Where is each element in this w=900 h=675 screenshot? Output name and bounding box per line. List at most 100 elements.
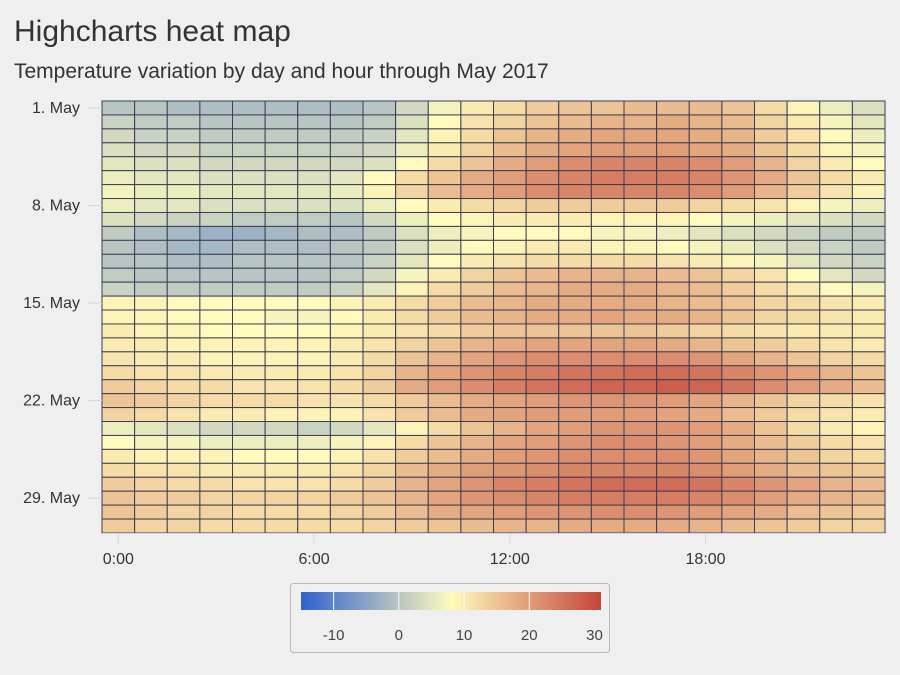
heatmap-cell[interactable] xyxy=(362,281,397,297)
heatmap-cell[interactable] xyxy=(362,170,397,186)
heatmap-cell[interactable] xyxy=(493,379,527,395)
heatmap-cell[interactable] xyxy=(819,295,853,311)
heatmap-cell[interactable] xyxy=(590,448,625,464)
heatmap-cell[interactable] xyxy=(427,309,462,325)
heatmap-cell[interactable] xyxy=(427,448,462,464)
heatmap-cell[interactable] xyxy=(590,142,625,158)
heatmap-cell[interactable] xyxy=(264,490,299,506)
heatmap-cell[interactable] xyxy=(101,518,136,534)
heatmap-cell[interactable] xyxy=(590,421,625,436)
heatmap-cell[interactable] xyxy=(427,393,462,409)
heatmap-cell[interactable] xyxy=(623,225,658,241)
heatmap-cell[interactable] xyxy=(329,337,364,353)
heatmap-cell[interactable] xyxy=(101,239,136,255)
heatmap-cell[interactable] xyxy=(525,156,560,172)
heatmap-cell[interactable] xyxy=(525,114,560,130)
heatmap-cell[interactable] xyxy=(558,128,592,144)
heatmap-cell[interactable] xyxy=(427,504,462,520)
heatmap-cell[interactable] xyxy=(721,267,756,283)
heatmap-cell[interactable] xyxy=(329,281,364,297)
heatmap-cell[interactable] xyxy=(395,309,429,325)
heatmap-cell[interactable] xyxy=(819,211,853,227)
heatmap-cell[interactable] xyxy=(623,504,658,520)
heatmap-cell[interactable] xyxy=(134,114,168,130)
heatmap-cell[interactable] xyxy=(721,407,756,423)
heatmap-cell[interactable] xyxy=(721,518,756,534)
heatmap-cell[interactable] xyxy=(101,421,136,436)
heatmap-cell[interactable] xyxy=(460,365,495,381)
heatmap-cell[interactable] xyxy=(134,170,168,186)
heatmap-cell[interactable] xyxy=(199,281,234,297)
heatmap-cell[interactable] xyxy=(297,434,331,450)
heatmap-cell[interactable] xyxy=(264,323,299,339)
heatmap-cell[interactable] xyxy=(199,309,234,325)
heatmap-cell[interactable] xyxy=(166,309,201,325)
heatmap-cell[interactable] xyxy=(395,476,429,492)
heatmap-cell[interactable] xyxy=(525,267,560,283)
heatmap-cell[interactable] xyxy=(427,170,462,186)
heatmap-cell[interactable] xyxy=(134,142,168,158)
heatmap-cell[interactable] xyxy=(493,462,527,478)
heatmap-cell[interactable] xyxy=(623,281,658,297)
heatmap-cell[interactable] xyxy=(656,365,690,381)
heatmap-cell[interactable] xyxy=(623,407,658,423)
heatmap-cell[interactable] xyxy=(297,365,331,381)
heatmap-cell[interactable] xyxy=(362,114,397,130)
heatmap-cell[interactable] xyxy=(101,309,136,325)
heatmap-cell[interactable] xyxy=(460,253,495,269)
heatmap-cell[interactable] xyxy=(819,490,853,506)
heatmap-cell[interactable] xyxy=(558,365,592,381)
heatmap-cell[interactable] xyxy=(297,351,331,367)
heatmap-cell[interactable] xyxy=(558,434,592,450)
heatmap-cell[interactable] xyxy=(525,128,560,144)
heatmap-cell[interactable] xyxy=(362,239,397,255)
heatmap-cell[interactable] xyxy=(754,225,788,241)
heatmap-cell[interactable] xyxy=(525,323,560,339)
heatmap-cell[interactable] xyxy=(590,351,625,367)
heatmap-cell[interactable] xyxy=(460,281,495,297)
heatmap-cell[interactable] xyxy=(329,448,364,464)
heatmap-cell[interactable] xyxy=(134,267,168,283)
heatmap-cell[interactable] xyxy=(623,379,658,395)
heatmap-cell[interactable] xyxy=(199,407,234,423)
heatmap-cell[interactable] xyxy=(558,421,592,436)
heatmap-cell[interactable] xyxy=(493,434,527,450)
heatmap-cell[interactable] xyxy=(199,156,234,172)
heatmap-cell[interactable] xyxy=(134,407,168,423)
heatmap-cell[interactable] xyxy=(656,198,690,213)
heatmap-cell[interactable] xyxy=(264,448,299,464)
heatmap-cell[interactable] xyxy=(166,211,201,227)
heatmap-cell[interactable] xyxy=(754,407,788,423)
heatmap-cell[interactable] xyxy=(362,198,397,213)
heatmap-cell[interactable] xyxy=(656,100,690,116)
heatmap-cell[interactable] xyxy=(786,114,821,130)
heatmap-cell[interactable] xyxy=(232,434,266,450)
heatmap-cell[interactable] xyxy=(721,239,756,255)
heatmap-cell[interactable] xyxy=(558,295,592,311)
heatmap-cell[interactable] xyxy=(329,211,364,227)
heatmap-cell[interactable] xyxy=(460,295,495,311)
heatmap-cell[interactable] xyxy=(721,128,756,144)
heatmap-cell[interactable] xyxy=(558,184,592,200)
heatmap-cell[interactable] xyxy=(395,281,429,297)
heatmap-cell[interactable] xyxy=(395,267,429,283)
heatmap-cell[interactable] xyxy=(656,379,690,395)
heatmap-cell[interactable] xyxy=(101,337,136,353)
heatmap-cell[interactable] xyxy=(166,421,201,436)
heatmap-cell[interactable] xyxy=(688,184,723,200)
heatmap-cell[interactable] xyxy=(264,434,299,450)
heatmap-cell[interactable] xyxy=(754,393,788,409)
heatmap-cell[interactable] xyxy=(851,128,886,144)
heatmap-cell[interactable] xyxy=(166,504,201,520)
heatmap-cell[interactable] xyxy=(851,490,886,506)
heatmap-cell[interactable] xyxy=(297,323,331,339)
heatmap-cell[interactable] xyxy=(362,225,397,241)
heatmap-cell[interactable] xyxy=(493,337,527,353)
heatmap-cell[interactable] xyxy=(721,504,756,520)
heatmap-cell[interactable] xyxy=(786,281,821,297)
heatmap-cell[interactable] xyxy=(101,448,136,464)
heatmap-cell[interactable] xyxy=(297,518,331,534)
heatmap-cell[interactable] xyxy=(493,156,527,172)
heatmap-cell[interactable] xyxy=(427,407,462,423)
heatmap-cell[interactable] xyxy=(590,434,625,450)
